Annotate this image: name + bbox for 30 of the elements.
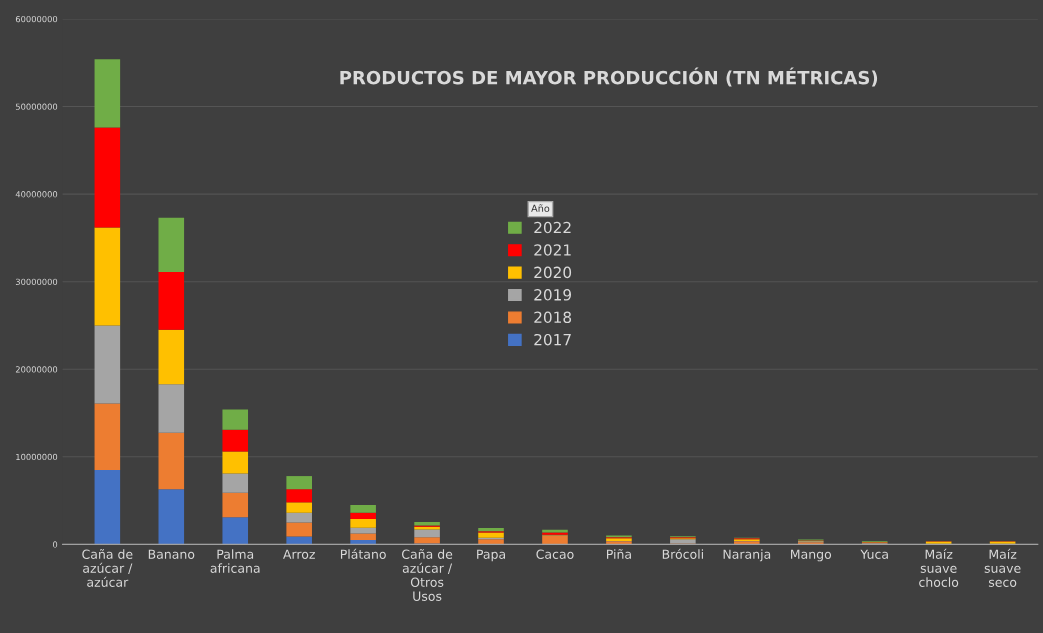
legend-title: Año xyxy=(531,204,550,212)
x-tick-label: Cacao xyxy=(536,549,574,559)
x-tick-label: Banano xyxy=(148,549,195,559)
x-tick-label: Palma africana xyxy=(210,549,260,573)
x-tick-label: Caña de azúcar / Otros Usos xyxy=(402,549,453,601)
legend-label: 2019 xyxy=(534,289,572,301)
y-tick-label: 30000000 xyxy=(15,278,58,285)
x-tick-label: Maíz suave seco xyxy=(984,548,1021,587)
x-tick-label: Brócoli xyxy=(662,548,703,559)
legend-label: 2020 xyxy=(534,266,572,279)
text: PRODUCTOS DE MAYOR PRODUCCIÓN (TN MÉTRICAS) xyxy=(340,67,878,87)
legend-label: 2018 xyxy=(534,311,572,324)
x-tick-label: Maíz suave choclo xyxy=(919,548,959,587)
x-tick-label: Plátano xyxy=(340,548,386,559)
y-tick-label: 50000000 xyxy=(15,103,58,110)
y-tick-label: 40000000 xyxy=(15,191,58,198)
x-tick-label: Mango xyxy=(791,549,832,562)
y-tick-label: 10000000 xyxy=(16,453,58,461)
x-tick-label: Caña de azúcar / azúcar xyxy=(82,549,133,587)
x-tick-label: Arroz xyxy=(283,549,315,559)
y-tick-label: 60000000 xyxy=(15,15,58,23)
x-tick-label: Piña xyxy=(607,549,631,559)
y-tick-label: 20000000 xyxy=(15,366,58,373)
x-tick-label: Yuca xyxy=(860,549,888,559)
y-tick-label: 0 xyxy=(52,541,58,548)
x-tick-label: Naranja xyxy=(723,549,771,562)
legend-label: 2017 xyxy=(534,333,571,346)
legend-label: 2022 xyxy=(534,221,571,234)
x-tick-label: Papa xyxy=(477,549,506,562)
legend-label: 2021 xyxy=(534,244,571,256)
